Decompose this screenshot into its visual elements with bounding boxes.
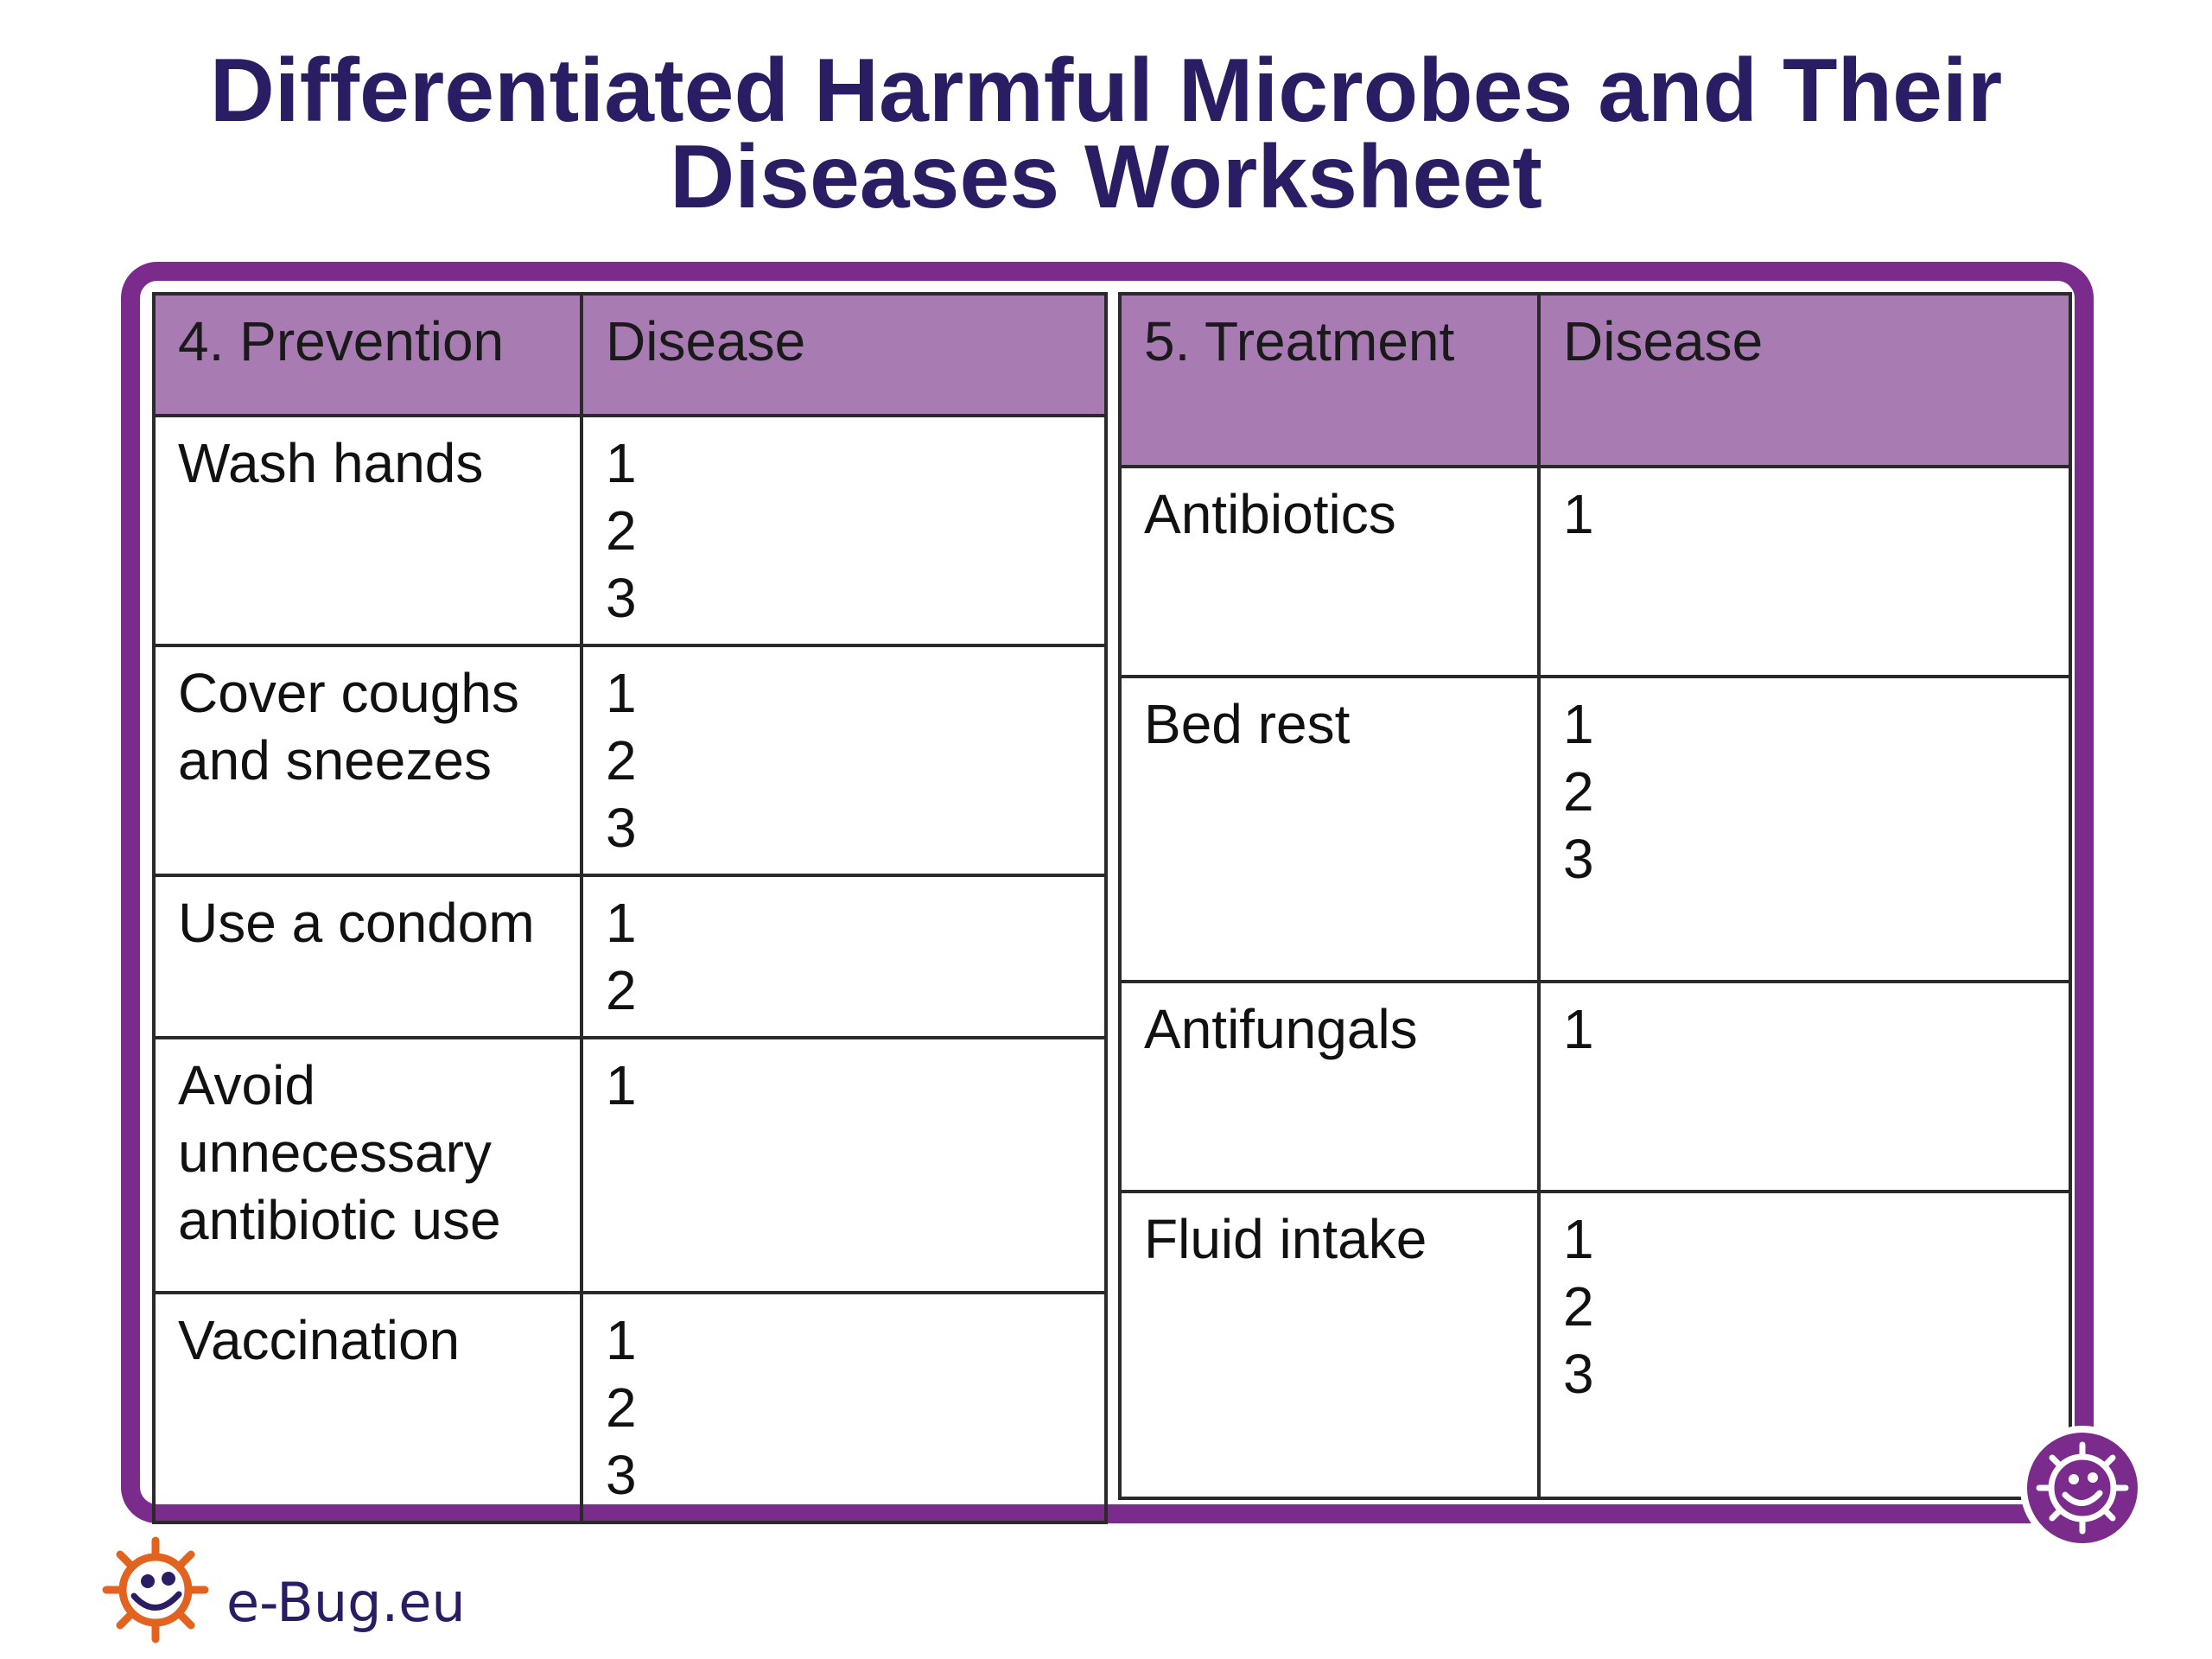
cell-line: Antibiotics: [1144, 483, 1396, 545]
cell-line: Bed rest: [1144, 693, 1351, 755]
prevention-method: Vaccination: [152, 1291, 583, 1524]
prevention-header: 4. Prevention: [152, 292, 583, 417]
disease-numbers: 1 2 3: [1537, 1190, 2072, 1500]
cell-line: Vaccination: [178, 1309, 461, 1371]
cell-line: unnecessary: [178, 1122, 492, 1184]
table-row: Cover coughs and sneezes 1 2 3: [152, 644, 1108, 877]
prevention-disease-header: Disease: [580, 292, 1108, 417]
treatment-method: Antibiotics: [1118, 465, 1541, 678]
disease-numbers: 1: [1537, 980, 2072, 1193]
cell-line: Antifungals: [1144, 998, 1418, 1060]
disease-number: 1: [606, 892, 637, 954]
table-row: Antifungals 1: [1118, 980, 2072, 1193]
page-title: Differentiated Harmful Microbes and Thei…: [0, 41, 2212, 227]
disease-number: 3: [606, 1444, 637, 1506]
cell-line: and sneezes: [178, 729, 492, 791]
disease-number: 3: [1563, 828, 1594, 890]
cell-line: antibiotic use: [178, 1189, 501, 1251]
disease-numbers: 1: [1537, 465, 2072, 678]
disease-number: 1: [1563, 483, 1594, 545]
title-line-1: Differentiated Harmful Microbes and Thei…: [209, 41, 2003, 141]
prevention-method: Avoid unnecessary antibiotic use: [152, 1036, 583, 1294]
treatment-header: 5. Treatment: [1118, 292, 1541, 468]
prevention-method: Wash hands: [152, 414, 583, 647]
disease-numbers: 1 2 3: [580, 414, 1108, 647]
disease-number: 1: [1563, 998, 1594, 1060]
table-row: Bed rest 1 2 3: [1118, 675, 2072, 983]
treatment-method: Fluid intake: [1118, 1190, 1541, 1500]
prevention-method: Cover coughs and sneezes: [152, 644, 583, 877]
table-row: Wash hands 1 2 3: [152, 414, 1108, 647]
title-line-2: Diseases Worksheet: [670, 127, 1542, 227]
ebug-logo-icon: [102, 1536, 209, 1643]
disease-number: 2: [1563, 760, 1594, 823]
table-row: Vaccination 1 2 3: [152, 1291, 1108, 1524]
treatment-table: 5. Treatment Disease Antibiotics 1 Bed r…: [1118, 292, 2072, 1500]
ebug-mascot-icon: [2036, 1441, 2129, 1535]
disease-numbers: 1: [580, 1036, 1108, 1294]
disease-number: 2: [606, 729, 637, 791]
prevention-table: 4. Prevention Disease Wash hands 1 2 3 C…: [152, 292, 1108, 1524]
ebug-badge: [2020, 1426, 2145, 1550]
disease-numbers: 1 2: [580, 874, 1108, 1039]
disease-number: 2: [606, 1376, 637, 1439]
cell-line: Wash hands: [178, 432, 484, 494]
disease-number: 1: [1563, 1208, 1594, 1270]
disease-number: 2: [606, 959, 637, 1021]
prevention-method: Use a condom: [152, 874, 583, 1039]
disease-numbers: 1 2 3: [580, 1291, 1108, 1524]
table-row: Use a condom 1 2: [152, 874, 1108, 1039]
cell-line: Fluid intake: [1144, 1208, 1427, 1270]
disease-numbers: 1 2 3: [1537, 675, 2072, 983]
disease-number: 3: [606, 797, 637, 859]
disease-numbers: 1 2 3: [580, 644, 1108, 877]
treatment-disease-header: Disease: [1537, 292, 2072, 468]
disease-number: 1: [606, 432, 637, 494]
disease-number: 1: [606, 1309, 637, 1371]
disease-number: 1: [606, 662, 637, 724]
disease-number: 3: [1563, 1343, 1594, 1405]
table-row: Antibiotics 1: [1118, 465, 2072, 678]
table-row: Avoid unnecessary antibiotic use 1: [152, 1036, 1108, 1294]
treatment-method: Antifungals: [1118, 980, 1541, 1193]
disease-number: 1: [1563, 693, 1594, 755]
table-row: Fluid intake 1 2 3: [1118, 1190, 2072, 1500]
disease-number: 2: [1563, 1275, 1594, 1338]
cell-line: Cover coughs: [178, 662, 519, 724]
disease-number: 2: [606, 499, 637, 562]
disease-number: 1: [606, 1054, 637, 1116]
disease-number: 3: [606, 567, 637, 629]
treatment-method: Bed rest: [1118, 675, 1541, 983]
cell-line: Avoid: [178, 1054, 315, 1116]
ebug-logo-text[interactable]: e-Bug.eu: [226, 1571, 466, 1634]
cell-line: Use a condom: [178, 892, 535, 954]
